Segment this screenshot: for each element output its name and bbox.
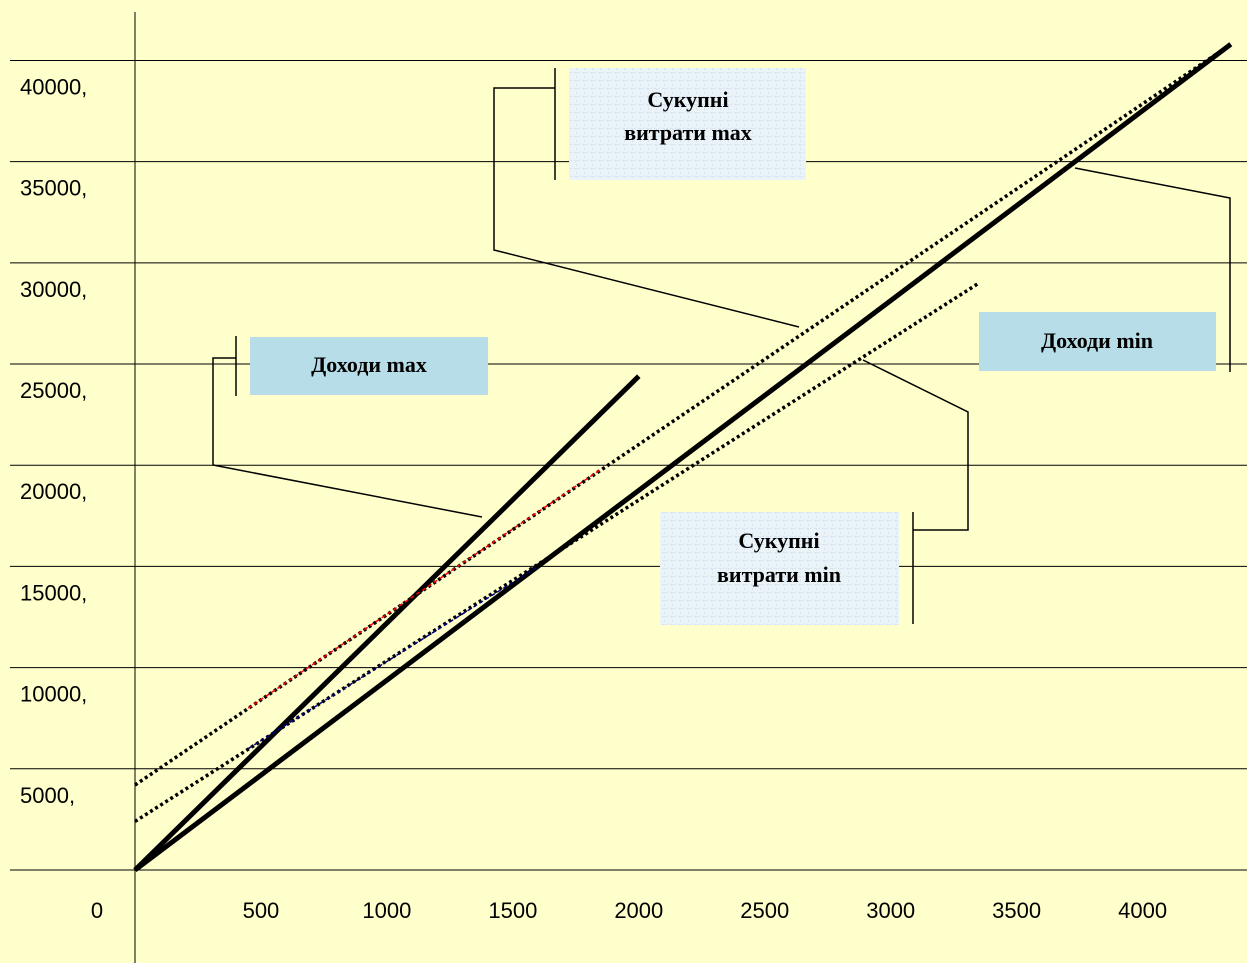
- callout-box: [250, 337, 488, 395]
- x-tick-label: 4000: [1118, 898, 1167, 923]
- callout-text: Сукупні: [738, 528, 819, 553]
- callout-costs-max: Сукупні витрати max: [569, 68, 806, 180]
- y-tick-label: 15000,: [20, 580, 87, 605]
- y-tick-label: 20000,: [20, 479, 87, 504]
- series-line-income-max: [133, 374, 641, 872]
- highlight-segments: [247, 468, 602, 750]
- highlight-segment: [247, 468, 602, 709]
- y-tick-label: 30000,: [20, 277, 87, 302]
- series-line-income-min: [133, 42, 1233, 872]
- y-tick-label: 35000,: [20, 176, 87, 201]
- x-tick-label: 1500: [488, 898, 537, 923]
- x-tick-label: 0: [91, 898, 103, 923]
- x-tick-label: 1000: [362, 898, 411, 923]
- highlight-segment: [247, 565, 539, 750]
- y-tick-label: 40000,: [20, 74, 87, 99]
- callout-costs-min: Сукупні витрати min: [660, 512, 899, 625]
- leader-costs-max: [493, 68, 800, 328]
- y-tick-label: 5000,: [20, 783, 75, 808]
- x-tick-label: 2500: [740, 898, 789, 923]
- callout-income-min: Доходи min: [979, 312, 1216, 371]
- callout-text: витрати max: [624, 120, 752, 145]
- y-tick-label: 25000,: [20, 378, 87, 403]
- x-axis-ticks: 0 500 1000 1500 2000 2500 3000 3500 4000: [91, 898, 1167, 923]
- callout-box: [979, 312, 1216, 371]
- y-axis-ticks: 5000, 10000, 15000, 20000, 25000, 30000, 35000…: [20, 74, 87, 807]
- series-line-costs-max: [134, 42, 1232, 787]
- leader-income-min: [1074, 167, 1231, 372]
- x-tick-label: 500: [243, 898, 280, 923]
- x-tick-label: 3000: [866, 898, 915, 923]
- x-tick-label: 3500: [992, 898, 1041, 923]
- series-line-costs-min: [134, 281, 980, 823]
- axes: [10, 12, 1247, 963]
- x-tick-label: 2000: [614, 898, 663, 923]
- callout-income-max: Доходи max: [250, 337, 488, 395]
- leader-income-max: [212, 336, 483, 518]
- callout-text: витрати min: [717, 562, 841, 587]
- y-tick-label: 10000,: [20, 682, 87, 707]
- callout-leaders: [212, 68, 1231, 624]
- callout-text: Доходи min: [1041, 328, 1153, 353]
- callout-text: Сукупні: [647, 87, 728, 112]
- leader-costs-min: [862, 359, 969, 624]
- callout-box: [569, 68, 806, 180]
- callout-text: Доходи max: [311, 352, 427, 377]
- series-lines: [133, 42, 1233, 872]
- callout-box: [660, 512, 899, 625]
